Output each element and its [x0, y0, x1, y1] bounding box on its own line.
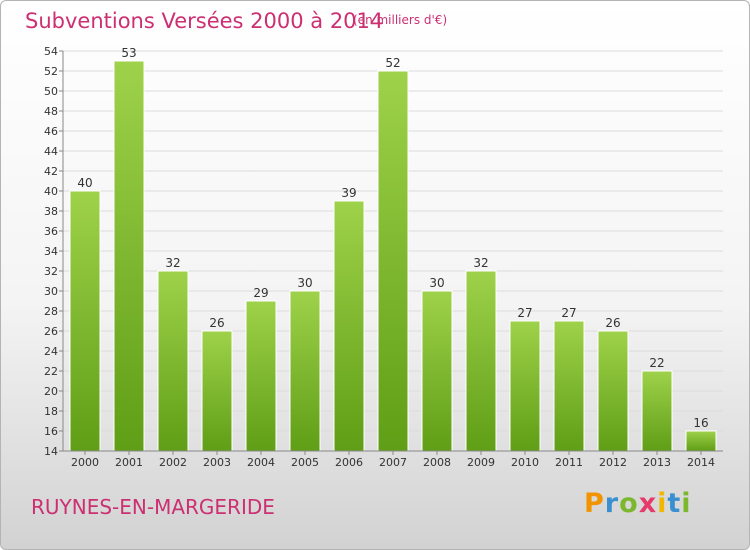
logo-letter: r — [604, 488, 620, 519]
bar — [245, 300, 277, 452]
bar — [421, 290, 453, 452]
bar-value-label: 32 — [473, 256, 488, 270]
logo-letter: i — [681, 488, 692, 519]
bar-value-label: 30 — [297, 276, 312, 290]
bar — [553, 320, 585, 452]
commune-name: RUYNES-EN-MARGERIDE — [31, 495, 275, 519]
y-tick-label: 34 — [44, 245, 58, 258]
bar-value-label: 52 — [385, 56, 400, 70]
y-tick-label: 30 — [44, 285, 58, 298]
x-tick-label: 2006 — [335, 456, 363, 469]
bar-value-label: 29 — [253, 286, 268, 300]
y-tick-label: 36 — [44, 225, 58, 238]
y-tick-label: 42 — [44, 165, 58, 178]
proxiti-logo: Proxiti — [584, 488, 692, 519]
x-tick-label: 2004 — [247, 456, 275, 469]
bar-value-label: 27 — [517, 306, 532, 320]
y-tick-label: 54 — [44, 45, 58, 58]
y-tick-label: 20 — [44, 385, 58, 398]
bar — [201, 330, 233, 452]
bar — [465, 270, 497, 452]
x-tick-label: 2014 — [687, 456, 715, 469]
x-tick-label: 2003 — [203, 456, 231, 469]
y-tick-label: 32 — [44, 265, 58, 278]
x-tick-label: 2002 — [159, 456, 187, 469]
y-tick-label: 40 — [44, 185, 58, 198]
bar — [113, 60, 145, 452]
x-axis-ticks: 2000 2001 2002 2003 2004 2005 2006 2007 2008 2009… — [71, 451, 715, 469]
x-tick-label: 2000 — [71, 456, 99, 469]
bar-value-label: 16 — [693, 416, 708, 430]
bar — [641, 370, 673, 452]
x-tick-label: 2009 — [467, 456, 495, 469]
bar-value-label: 27 — [561, 306, 576, 320]
y-tick-label: 26 — [44, 325, 58, 338]
y-tick-label: 24 — [44, 345, 58, 358]
bar-value-label: 53 — [121, 46, 136, 60]
bar — [157, 270, 189, 452]
y-axis-ticks: 14 16 18 20 22 24 26 28 30 32 34 36 38 40 42 44 46 48 50 52… — [44, 45, 63, 458]
bar — [289, 290, 321, 452]
y-tick-label: 44 — [44, 145, 58, 158]
y-tick-label: 14 — [44, 445, 58, 458]
x-tick-label: 2013 — [643, 456, 671, 469]
bar — [377, 70, 409, 452]
bar — [685, 430, 717, 452]
bar-value-label: 30 — [429, 276, 444, 290]
logo-letter: i — [657, 488, 668, 519]
bars — [69, 60, 717, 452]
x-tick-label: 2011 — [555, 456, 583, 469]
logo-letter: o — [619, 488, 639, 519]
y-tick-label: 52 — [44, 65, 58, 78]
bar — [597, 330, 629, 452]
y-tick-label: 16 — [44, 425, 58, 438]
bar — [69, 190, 101, 452]
y-tick-label: 22 — [44, 365, 58, 378]
bar — [333, 200, 365, 452]
x-tick-label: 2012 — [599, 456, 627, 469]
logo-letter: x — [638, 488, 658, 519]
data-labels: 40 53 32 26 29 30 39 52 30 32 27 27 26 22 16 — [77, 46, 708, 430]
y-tick-label: 46 — [44, 125, 58, 138]
bar — [509, 320, 541, 452]
bar-value-label: 40 — [77, 176, 92, 190]
logo-letter: P — [584, 488, 605, 519]
y-tick-label: 38 — [44, 205, 58, 218]
y-tick-label: 28 — [44, 305, 58, 318]
y-tick-label: 18 — [44, 405, 58, 418]
bar-value-label: 26 — [209, 316, 224, 330]
chart-title: Subventions Versées 2000 à 2014 — [25, 9, 384, 33]
y-tick-label: 48 — [44, 105, 58, 118]
bar-value-label: 32 — [165, 256, 180, 270]
x-tick-label: 2005 — [291, 456, 319, 469]
x-tick-label: 2010 — [511, 456, 539, 469]
bar-value-label: 26 — [605, 316, 620, 330]
x-tick-label: 2008 — [423, 456, 451, 469]
chart-subtitle: (en milliers d'€) — [353, 13, 448, 27]
bar-value-label: 22 — [649, 356, 664, 370]
x-tick-label: 2001 — [115, 456, 143, 469]
logo-letter: t — [667, 488, 682, 519]
bar-value-label: 39 — [341, 186, 356, 200]
x-tick-label: 2007 — [379, 456, 407, 469]
axes — [62, 51, 723, 452]
y-tick-label: 50 — [44, 85, 58, 98]
